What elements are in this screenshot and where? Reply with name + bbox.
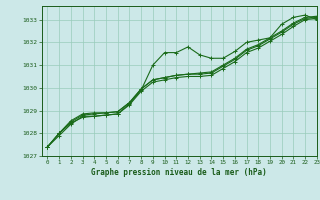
X-axis label: Graphe pression niveau de la mer (hPa): Graphe pression niveau de la mer (hPa) (91, 168, 267, 177)
